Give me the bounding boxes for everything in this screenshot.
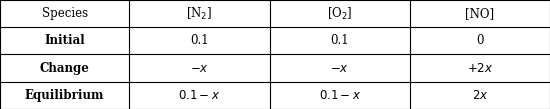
- Text: $-x$: $-x$: [190, 62, 209, 75]
- Text: Change: Change: [40, 62, 90, 75]
- Text: $0.1-x$: $0.1-x$: [318, 89, 361, 102]
- Text: [N$_2$]: [N$_2$]: [186, 6, 212, 22]
- Text: Species: Species: [42, 7, 87, 20]
- Text: Initial: Initial: [45, 34, 85, 47]
- Text: [NO]: [NO]: [465, 7, 494, 20]
- Text: 0.1: 0.1: [331, 34, 349, 47]
- Text: 0.1: 0.1: [190, 34, 208, 47]
- Text: $0.1-x$: $0.1-x$: [178, 89, 221, 102]
- Text: $+2x$: $+2x$: [467, 62, 493, 75]
- Text: 0: 0: [476, 34, 483, 47]
- Text: Equilibrium: Equilibrium: [25, 89, 105, 102]
- Text: [O$_2$]: [O$_2$]: [327, 6, 353, 22]
- Text: $2x$: $2x$: [471, 89, 488, 102]
- Text: $-x$: $-x$: [330, 62, 349, 75]
